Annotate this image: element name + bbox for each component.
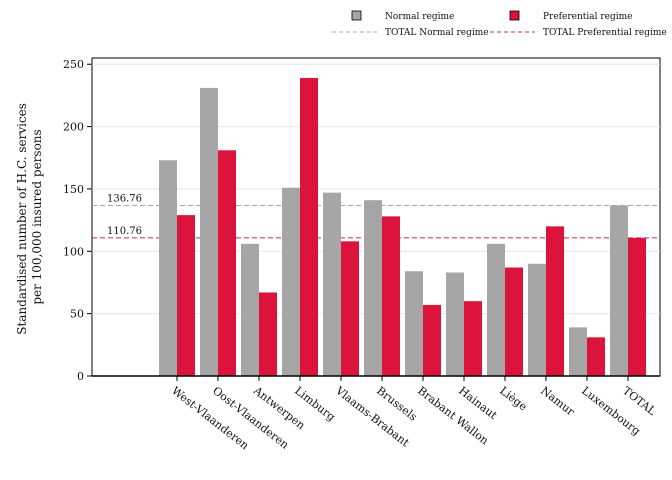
bar-preferential	[177, 215, 195, 376]
bar-preferential	[341, 241, 359, 376]
y-tick-label: 250	[63, 58, 84, 71]
bar-normal	[241, 243, 259, 376]
bar-normal	[487, 243, 505, 376]
bar-normal	[610, 205, 628, 376]
legend-label: Normal regime	[385, 12, 454, 22]
legend-label: TOTAL Preferential regime	[543, 28, 667, 38]
bar-preferential	[546, 226, 564, 376]
x-axis: West-VlaanderenOost-VlaanderenAntwerpenL…	[92, 375, 660, 452]
bar-normal	[200, 87, 218, 376]
y-axis-label-line-1: Standardised number of H.C. services	[15, 103, 29, 335]
bar-preferential	[628, 237, 646, 376]
x-category-label: Liège	[497, 384, 529, 413]
bar-preferential	[423, 304, 441, 376]
legend-label: Preferential regime	[543, 12, 633, 22]
y-tick-label: 100	[63, 245, 84, 258]
bar-normal	[282, 187, 300, 376]
reference-line-label: 136.76	[107, 193, 142, 204]
bar-preferential	[587, 337, 605, 376]
bar-normal	[364, 200, 382, 376]
reference-line-label: 110.76	[107, 226, 142, 237]
y-tick-label: 50	[70, 308, 84, 321]
bar-normal	[323, 192, 341, 376]
x-category-label: Brabant Wallon	[415, 384, 491, 447]
y-axis-label: Standardised number of H.C. services per…	[15, 99, 44, 335]
bar-preferential	[464, 301, 482, 376]
y-tick-label: 0	[77, 370, 84, 383]
bar-preferential	[382, 216, 400, 376]
legend-label: TOTAL Normal regime	[385, 28, 489, 38]
x-category-label: Namur	[538, 384, 577, 419]
bar-normal	[569, 327, 587, 376]
legend-swatch	[351, 10, 362, 21]
legend-swatch	[509, 10, 520, 21]
bar-preferential	[300, 77, 318, 376]
bar-preferential	[259, 292, 277, 376]
legend: Normal regime Preferential regime TOTAL No…	[332, 10, 667, 38]
bars	[159, 77, 646, 376]
bar-normal	[446, 272, 464, 376]
bar-preferential	[218, 150, 236, 376]
bar-normal	[528, 263, 546, 376]
x-category-label: Vlaams-Brabant	[332, 384, 412, 450]
bar-normal	[159, 160, 177, 376]
bar-preferential	[505, 267, 523, 376]
y-axis-label-line-2: per 100,000 insured persons	[30, 129, 44, 304]
y-axis: 0 50 100 150 200 250	[63, 58, 92, 383]
bar-normal	[405, 271, 423, 376]
y-tick-label: 150	[63, 183, 84, 196]
y-tick-label: 200	[63, 121, 84, 134]
